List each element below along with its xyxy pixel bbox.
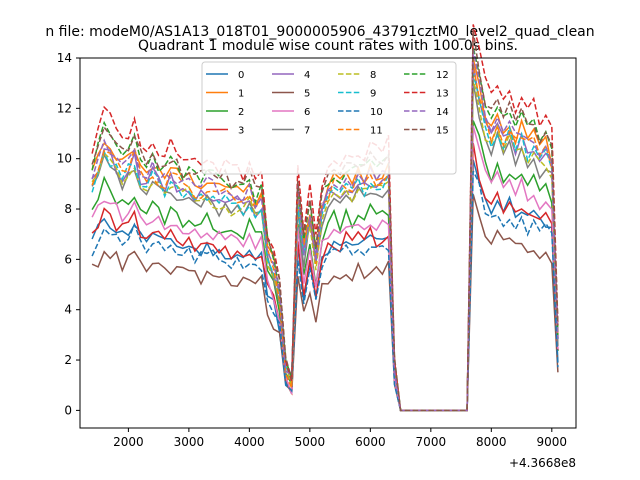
series-line-10 [91,170,559,412]
x-axis: 2000 3000 4000 5000 6000 7000 8000 9000 [113,428,567,449]
x-tick-label: 5000 [295,435,326,449]
series-line-15 [91,30,559,412]
legend-label: 3 [238,126,244,137]
x-tick-label: 6000 [355,435,386,449]
x-tick-label: 3000 [174,435,205,449]
x-tick-label: 4000 [234,435,265,449]
legend-label: 7 [304,126,310,137]
legend-label: 0 [238,70,244,81]
series-line-5 [91,194,559,412]
plot-frame [79,57,577,429]
series-line-3 [91,142,559,412]
x-tick-label: 2000 [113,435,144,449]
legend-label: 12 [436,70,449,81]
legend-label: 11 [370,126,383,137]
series-line-11 [91,66,559,412]
y-tick-label: 4 [64,303,72,317]
legend-label: 10 [370,107,383,118]
legend-label: 14 [436,107,449,118]
x-tick-label: 9000 [537,435,568,449]
legend-label: 9 [370,89,376,100]
x-offset-text: +4.3668e8 [509,456,576,470]
legend-label: 1 [238,89,244,100]
series-line-6 [91,126,559,412]
legend-label: 13 [436,89,449,100]
y-tick-label: 12 [57,101,72,115]
legend-label: 4 [304,70,310,81]
chart-title: Quadrant 1 module wise count rates with … [138,38,518,54]
series-line-14 [91,49,559,412]
series-line-8 [91,77,559,412]
y-tick-label: 10 [57,152,72,166]
series-lines [91,24,559,412]
legend-label: 15 [436,126,449,137]
y-tick-label: 14 [57,51,72,65]
y-tick-label: 2 [64,353,72,367]
series-line-13 [91,24,559,412]
y-tick-label: 0 [64,403,72,417]
figure-suptitle: n file: modeM0/AS1A13_018T01_9000005906_… [45,24,594,40]
legend-label: 5 [304,89,310,100]
series-line-9 [91,72,559,412]
x-tick-label: 8000 [476,435,507,449]
y-tick-label: 8 [64,202,72,216]
legend-label: 8 [370,70,376,81]
x-tick-label: 7000 [416,435,447,449]
y-axis: 0 2 4 6 8 10 12 14 [57,51,80,417]
series-line-2 [91,120,559,412]
y-tick-label: 6 [64,252,72,266]
series-line-12 [91,46,559,412]
legend-label: 2 [238,107,244,118]
legend-box [201,61,457,175]
series-line-7 [91,82,559,412]
legend-label: 6 [304,107,310,118]
